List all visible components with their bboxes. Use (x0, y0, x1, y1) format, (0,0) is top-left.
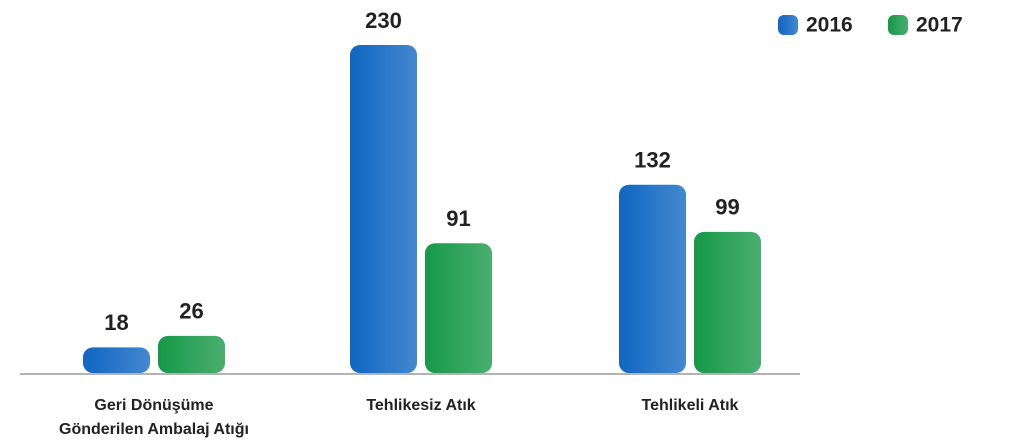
x-tick-label: Tehlikesiz Atık (366, 397, 476, 414)
bar (694, 231, 761, 373)
x-tick-label: Geri Dönüşüme Gönderilen Ambalaj Atığı (59, 397, 249, 438)
bar (619, 184, 686, 373)
x-tick-label: Tehlikeli Atık (641, 397, 739, 414)
bar (425, 243, 492, 373)
bar (83, 347, 150, 373)
data-label: 132 (634, 148, 671, 173)
bar (350, 45, 417, 373)
bar (158, 335, 225, 373)
data-label: 230 (365, 8, 402, 33)
data-label: 18 (104, 310, 128, 335)
legend-swatch (888, 15, 908, 35)
data-label: 91 (446, 206, 470, 231)
legend-swatch (778, 15, 798, 35)
data-label: 99 (715, 195, 739, 220)
data-label: 26 (179, 299, 203, 324)
legend-label: 2017 (916, 14, 963, 37)
legend-label: 2016 (806, 14, 853, 37)
